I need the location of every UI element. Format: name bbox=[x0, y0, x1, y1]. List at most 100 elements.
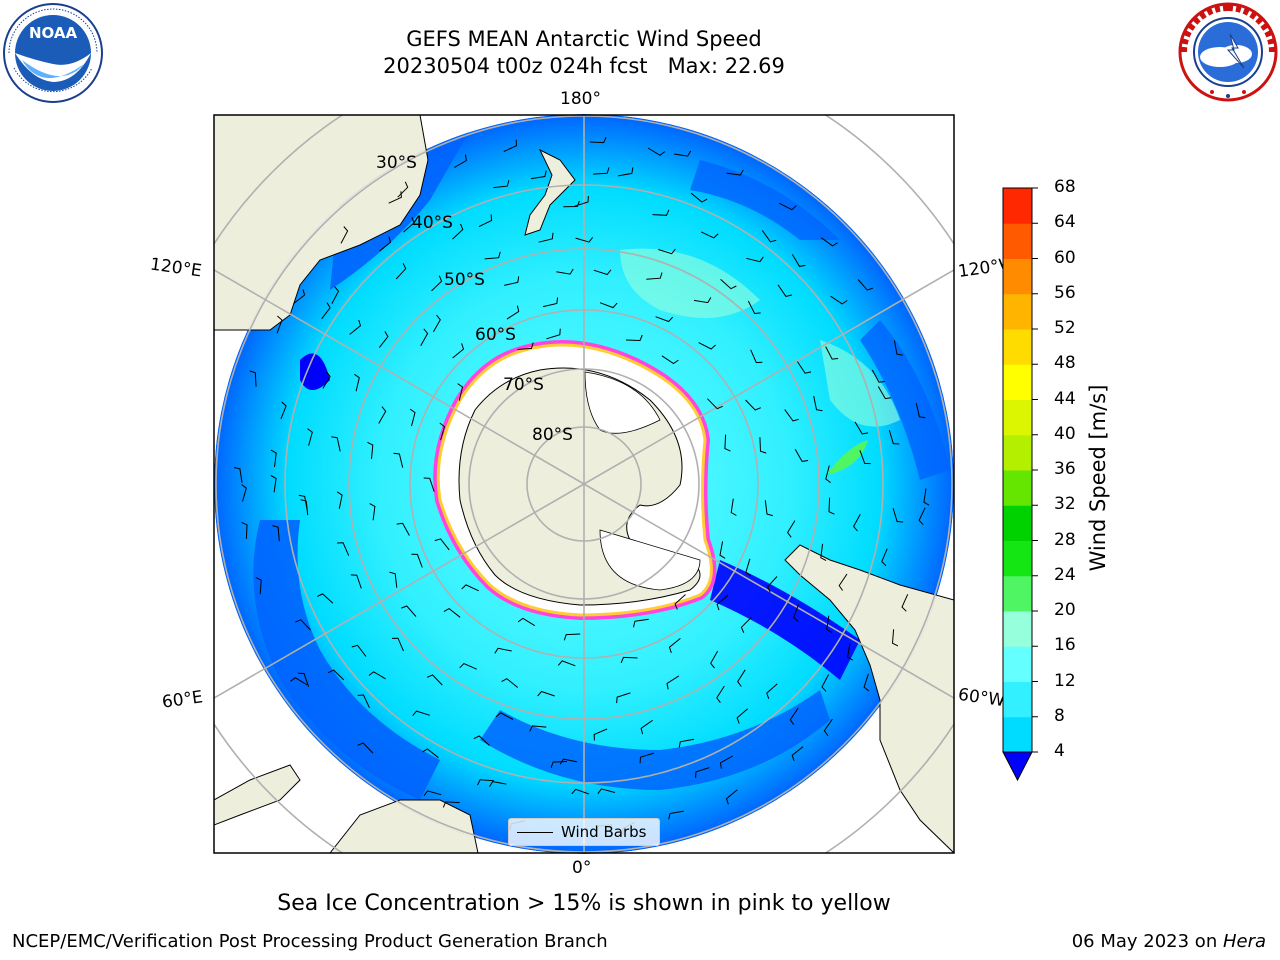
wind-barb bbox=[779, 202, 797, 211]
wind-barb bbox=[550, 761, 568, 768]
wind-barb bbox=[350, 574, 362, 589]
wind-barb bbox=[750, 349, 763, 364]
wind-barb bbox=[893, 340, 903, 356]
wind-barb bbox=[915, 402, 926, 419]
wind-barb bbox=[280, 401, 287, 420]
lat-label-70s: 70°S bbox=[503, 375, 544, 395]
wind-barb bbox=[740, 617, 752, 633]
wind-barb bbox=[700, 231, 719, 239]
wind-barb bbox=[789, 707, 799, 725]
wind-barb bbox=[255, 577, 262, 595]
colorbar-tick-label: 20 bbox=[1054, 600, 1076, 620]
wind-barb bbox=[693, 297, 712, 304]
map-frame bbox=[213, 114, 955, 854]
wind-barb bbox=[517, 617, 536, 627]
noaa-logo: NOAA bbox=[3, 3, 103, 103]
wind-barb bbox=[443, 607, 461, 618]
wind-barb bbox=[241, 484, 247, 502]
wind-barb bbox=[726, 169, 744, 176]
wind-barb bbox=[439, 422, 446, 441]
wind-barb bbox=[593, 167, 610, 175]
wind-barb bbox=[678, 738, 695, 748]
wind-barb bbox=[730, 498, 737, 516]
wind-barb bbox=[796, 361, 812, 374]
wind-barb bbox=[616, 692, 631, 704]
wind-barb bbox=[766, 683, 778, 699]
colorbar-bin bbox=[1003, 329, 1032, 365]
colorbar-tick-label: 40 bbox=[1054, 423, 1076, 444]
wind-barb bbox=[791, 746, 804, 762]
wind-barb bbox=[473, 735, 490, 746]
wind-barb bbox=[888, 429, 900, 445]
colorbar-bin bbox=[1003, 646, 1032, 682]
wind-barb bbox=[249, 370, 257, 387]
colorbar-bin bbox=[1003, 716, 1032, 753]
wind-barb bbox=[484, 251, 501, 260]
wind-barb bbox=[391, 637, 404, 652]
wind-barb bbox=[593, 269, 612, 276]
wind-barb bbox=[759, 437, 767, 454]
lat-label-30s: 30°S bbox=[376, 153, 417, 173]
wind-barb bbox=[331, 436, 341, 452]
colorbar-bin bbox=[1003, 293, 1032, 330]
colorbar-tick-label: 8 bbox=[1054, 705, 1065, 726]
wind-barb bbox=[877, 386, 892, 400]
wind-barb bbox=[710, 650, 719, 669]
wind-barb bbox=[597, 788, 616, 794]
wind-barb bbox=[707, 398, 723, 410]
wind-barb bbox=[538, 232, 554, 243]
lon-label-0: 0° bbox=[572, 858, 592, 878]
wind-barb bbox=[761, 230, 777, 243]
wind-barb bbox=[454, 154, 467, 168]
wind-barb bbox=[378, 406, 387, 424]
wind-barb bbox=[368, 671, 386, 680]
colorbar-bin bbox=[1003, 258, 1032, 295]
wind-barb bbox=[633, 618, 649, 628]
colorbar-bin bbox=[1003, 470, 1032, 506]
wind-barb bbox=[830, 295, 848, 305]
wind-barb bbox=[690, 192, 708, 203]
colorbar-tick-label: 16 bbox=[1054, 635, 1076, 656]
wind-barb bbox=[668, 810, 684, 820]
wind-barb bbox=[863, 673, 870, 692]
wind-barb bbox=[409, 408, 416, 427]
wind-barb bbox=[331, 286, 340, 304]
colorbar-tick-label: 64 bbox=[1054, 212, 1076, 233]
wind-barb-legend-line bbox=[517, 832, 553, 833]
wind-barb bbox=[461, 584, 479, 592]
wind-barb bbox=[389, 571, 398, 588]
wind-barb bbox=[270, 475, 277, 493]
wind-barb bbox=[546, 328, 561, 340]
wind-barb bbox=[432, 314, 441, 333]
wind-barb bbox=[530, 170, 547, 180]
wind-barb bbox=[327, 669, 345, 681]
wind-barb bbox=[716, 595, 729, 611]
wind-barb bbox=[504, 276, 520, 286]
wind-barb bbox=[322, 371, 331, 389]
wind-barb bbox=[661, 355, 679, 365]
colorbar-bin bbox=[1003, 364, 1032, 400]
wind-barb bbox=[820, 237, 838, 247]
wind-barb bbox=[901, 594, 909, 612]
wind-barb bbox=[784, 409, 799, 422]
wind-barb bbox=[820, 543, 827, 562]
wind-barb bbox=[737, 669, 746, 687]
colorbar-tick-label: 24 bbox=[1054, 564, 1076, 585]
lat-label-60s: 60°S bbox=[475, 325, 516, 345]
wind-barb bbox=[593, 728, 608, 741]
wind-barb bbox=[293, 289, 306, 304]
wind-barb bbox=[423, 790, 442, 796]
wind-barb bbox=[891, 629, 899, 647]
wind-barb bbox=[720, 279, 737, 290]
wind-barb bbox=[859, 450, 871, 465]
lat-label-40s: 40°S bbox=[412, 213, 453, 233]
wind-barb bbox=[825, 465, 831, 483]
wind-barb bbox=[767, 576, 778, 593]
wind-barb bbox=[794, 449, 809, 462]
footer-date-text: 06 May 2023 on bbox=[1071, 931, 1223, 952]
colorbar-tick-label: 68 bbox=[1054, 177, 1076, 197]
wind-barb bbox=[557, 660, 576, 667]
wind-barb bbox=[563, 200, 580, 208]
colorbar-tick-label: 56 bbox=[1054, 282, 1076, 303]
wind-barb bbox=[542, 297, 559, 308]
